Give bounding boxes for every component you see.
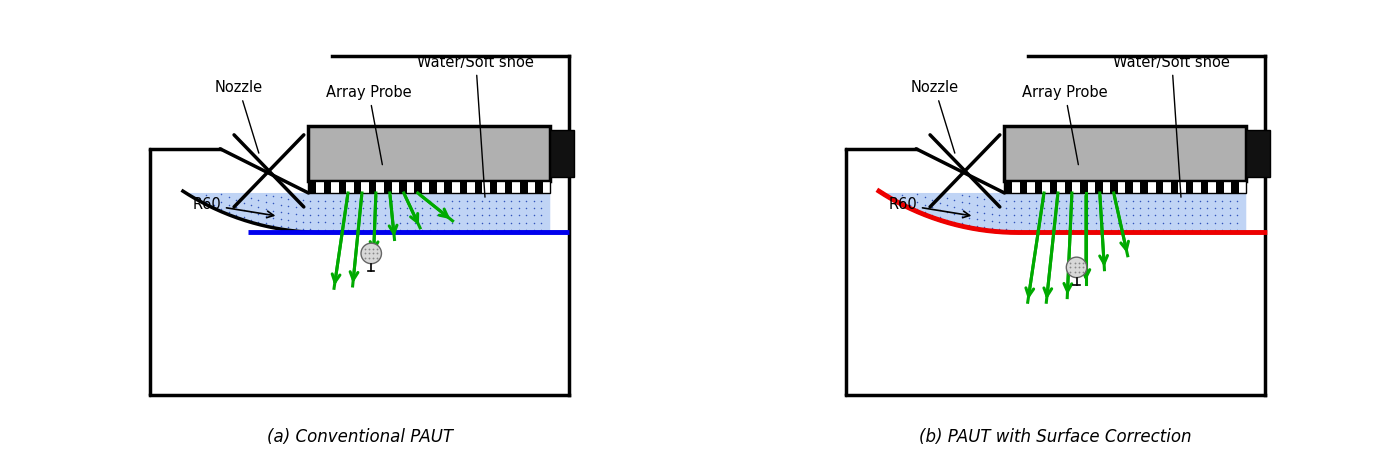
Bar <box>521 181 528 193</box>
Bar <box>1140 181 1148 193</box>
Bar <box>1005 181 1246 193</box>
Bar <box>1050 181 1058 193</box>
Bar <box>354 181 362 193</box>
Bar <box>1005 126 1246 181</box>
Bar <box>1096 181 1102 193</box>
Bar <box>309 181 316 193</box>
Bar <box>1005 181 1012 193</box>
Bar <box>1065 181 1072 193</box>
Text: Nozzle: Nozzle <box>910 80 959 153</box>
Bar <box>1246 130 1270 177</box>
Bar <box>338 181 347 193</box>
Bar <box>1231 181 1239 193</box>
Bar <box>1217 181 1224 193</box>
Bar <box>369 181 376 193</box>
Bar <box>415 181 422 193</box>
Bar <box>1019 181 1027 193</box>
Bar <box>550 130 574 177</box>
Circle shape <box>1066 257 1087 278</box>
Bar <box>1171 181 1178 193</box>
Text: Nozzle: Nozzle <box>214 80 263 153</box>
Text: R60: R60 <box>192 197 274 218</box>
Bar <box>475 181 482 193</box>
Bar <box>490 181 497 193</box>
Bar <box>535 181 543 193</box>
Text: (a) Conventional PAUT: (a) Conventional PAUT <box>267 428 452 446</box>
Bar <box>1201 181 1208 193</box>
Text: Water/Soft shoe: Water/Soft shoe <box>418 55 535 197</box>
Bar <box>384 181 391 193</box>
Bar <box>459 181 468 193</box>
Text: Array Probe: Array Probe <box>1022 85 1108 165</box>
Polygon shape <box>883 193 1246 232</box>
Bar <box>1111 181 1118 193</box>
Bar <box>1186 181 1193 193</box>
Polygon shape <box>187 193 550 232</box>
Bar <box>505 181 512 193</box>
Bar <box>323 181 331 193</box>
Text: R60: R60 <box>888 197 970 218</box>
Bar <box>1034 181 1043 193</box>
Bar <box>309 126 550 181</box>
Bar <box>429 181 437 193</box>
Bar <box>1080 181 1087 193</box>
Bar <box>444 181 452 193</box>
Bar <box>1125 181 1133 193</box>
Bar <box>1155 181 1164 193</box>
Bar <box>309 181 550 193</box>
Text: (b) PAUT with Surface Correction: (b) PAUT with Surface Correction <box>919 428 1192 446</box>
Text: Water/Soft shoe: Water/Soft shoe <box>1114 55 1231 197</box>
Bar <box>400 181 406 193</box>
Circle shape <box>361 243 381 264</box>
Text: Array Probe: Array Probe <box>326 85 412 165</box>
